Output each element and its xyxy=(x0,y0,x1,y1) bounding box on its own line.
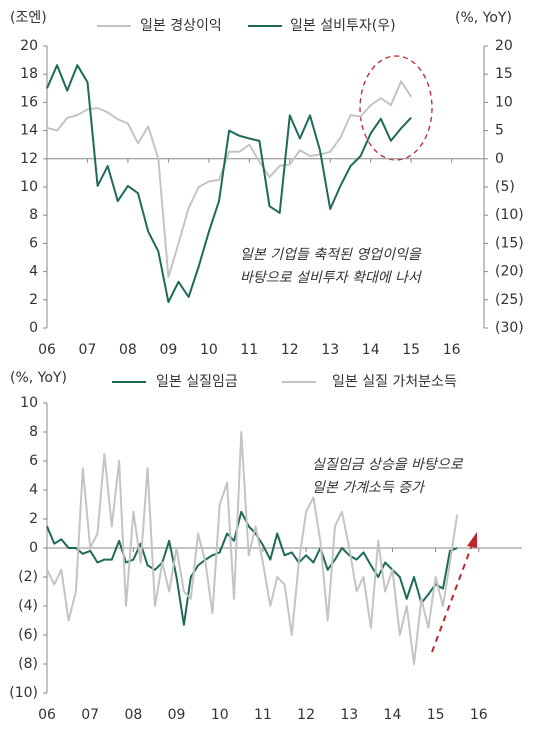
y-axis-label: (조엔) xyxy=(10,10,47,26)
y-tick-label: 4 xyxy=(29,482,38,498)
x-tick-label: 13 xyxy=(321,342,339,358)
x-tick-label: 12 xyxy=(297,707,315,723)
x-tick-label: 08 xyxy=(119,342,137,358)
y-tick-label: 10 xyxy=(20,179,38,195)
y-tick-label: 16 xyxy=(20,94,38,110)
legend-label: 일본 설비투자(우) xyxy=(290,18,396,34)
legend-label: 일본 실질 가처분소득 xyxy=(332,374,457,390)
y-tick-label: 6 xyxy=(29,235,38,251)
y-tick-label: 6 xyxy=(29,453,38,469)
x-tick-label: 06 xyxy=(38,342,56,358)
x-tick-label: 09 xyxy=(168,707,186,723)
annotation: 실질임금 상승을 바탕으로 xyxy=(312,457,464,473)
series-line xyxy=(46,431,459,665)
legend-label: 일본 경상이익 xyxy=(140,18,222,34)
x-tick-label: 08 xyxy=(124,707,142,723)
x-tick-label: 11 xyxy=(254,707,272,723)
y-tick-label: 0 xyxy=(29,320,38,336)
x-tick-label: 07 xyxy=(79,342,97,358)
y2-tick-label: (5) xyxy=(495,179,515,195)
y2-tick-label: (10) xyxy=(495,207,524,223)
y2-tick-label: 0 xyxy=(495,151,504,167)
y-tick-label: (6) xyxy=(18,627,38,643)
y-tick-label: (2) xyxy=(18,569,38,585)
annotation: 일본 가계소득 증가 xyxy=(312,480,426,496)
x-tick-label: 11 xyxy=(240,342,258,358)
y-tick-label: 10 xyxy=(20,395,38,411)
annotation: 일본 기업들 축적된 영업이익을 xyxy=(240,247,422,263)
y2-tick-label: (30) xyxy=(495,320,524,336)
x-tick-label: 16 xyxy=(470,707,488,723)
y-tick-label: 2 xyxy=(29,511,38,527)
y-tick-label: 8 xyxy=(29,424,38,440)
y2-tick-label: (25) xyxy=(495,292,524,308)
y2-tick-label: 20 xyxy=(495,38,513,54)
x-tick-label: 10 xyxy=(211,707,229,723)
y2-tick-label: (20) xyxy=(495,264,524,280)
y-tick-label: 12 xyxy=(20,151,38,167)
y2-tick-label: 5 xyxy=(495,123,504,139)
highlight-ellipse xyxy=(359,55,433,161)
y-tick-label: 0 xyxy=(29,540,38,556)
y-tick-label: 4 xyxy=(29,264,38,280)
y-tick-label: 14 xyxy=(20,123,38,139)
x-tick-label: 06 xyxy=(38,707,56,723)
x-tick-label: 15 xyxy=(402,342,420,358)
y2-axis-label: (%, YoY) xyxy=(455,10,512,26)
y-tick-label: (4) xyxy=(18,598,38,614)
y-tick-label: 2 xyxy=(29,292,38,308)
series-line xyxy=(46,80,413,279)
x-tick-label: 07 xyxy=(81,707,99,723)
y-tick-label: (8) xyxy=(18,656,38,672)
arrow-head xyxy=(467,532,477,548)
y2-tick-label: (15) xyxy=(495,235,524,251)
trend-arrow xyxy=(431,544,473,653)
y-tick-label: 20 xyxy=(20,38,38,54)
series-line xyxy=(46,510,458,626)
y-tick-label: (10) xyxy=(9,685,38,701)
x-tick-label: 15 xyxy=(427,707,445,723)
x-tick-label: 12 xyxy=(281,342,299,358)
x-tick-label: 14 xyxy=(384,707,402,723)
y-axis-label: (%, YoY) xyxy=(10,370,67,386)
x-tick-label: 10 xyxy=(200,342,218,358)
x-tick-label: 13 xyxy=(340,707,358,723)
y-tick-label: 8 xyxy=(29,207,38,223)
y2-tick-label: 10 xyxy=(495,94,513,110)
series-line xyxy=(46,64,412,304)
x-tick-label: 09 xyxy=(159,342,177,358)
x-tick-label: 14 xyxy=(362,342,380,358)
legend-label: 일본 실질임금 xyxy=(156,374,238,390)
annotation: 바탕으로 설비투자 확대에 나서 xyxy=(240,270,423,286)
y-tick-label: 18 xyxy=(20,66,38,82)
y2-tick-label: 15 xyxy=(495,66,513,82)
x-tick-label: 16 xyxy=(443,342,461,358)
